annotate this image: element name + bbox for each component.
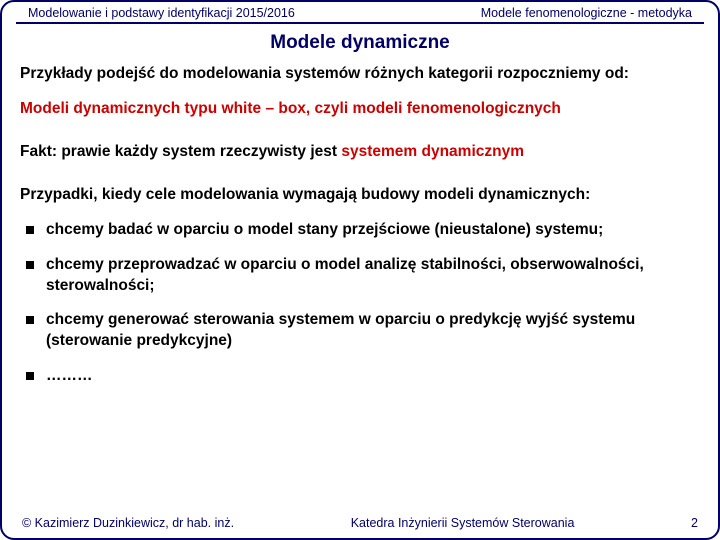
slide-title: Modele dynamiczne <box>2 32 718 54</box>
footer-author: © Kazimierz Duzinkiewicz, dr hab. inż. <box>22 516 234 530</box>
header-row: Modelowanie i podstawy identyfikacji 201… <box>2 2 718 22</box>
footer-row: © Kazimierz Duzinkiewicz, dr hab. inż. K… <box>2 516 718 530</box>
header-divider <box>16 22 704 24</box>
bullet-text: chcemy badać w oparciu o model stany prz… <box>46 221 603 238</box>
header-left: Modelowanie i podstawy identyfikacji 201… <box>28 6 295 20</box>
paragraph-fact: Fakt: prawie każdy system rzeczywisty je… <box>20 142 700 163</box>
bullet-text: chcemy przeprowadzać w oparciu o model a… <box>46 256 644 294</box>
slide-frame: Modelowanie i podstawy identyfikacji 201… <box>0 0 720 540</box>
list-item: chcemy generować sterowania systemem w o… <box>20 310 700 352</box>
paragraph-intro: Przykłady podejść do modelowania systemó… <box>20 64 700 85</box>
footer-department: Katedra Inżynierii Systemów Sterowania <box>351 516 575 530</box>
bullet-text: chcemy generować sterowania systemem w o… <box>46 311 635 349</box>
list-item: ……… <box>20 366 700 387</box>
list-item: chcemy przeprowadzać w oparciu o model a… <box>20 255 700 297</box>
paragraph-whitebox: Modeli dynamicznych typu white – box, cz… <box>20 99 700 120</box>
fact-emph: systemem dynamicznym <box>341 143 524 160</box>
header-right: Modele fenomenologiczne - metodyka <box>481 6 692 20</box>
paragraph-cases: Przypadki, kiedy cele modelowania wymaga… <box>20 185 700 206</box>
list-item: chcemy badać w oparciu o model stany prz… <box>20 220 700 241</box>
page-number: 2 <box>691 516 698 530</box>
content-area: Przykłady podejść do modelowania systemó… <box>2 64 718 387</box>
bullet-text: ……… <box>46 367 93 384</box>
fact-text: Fakt: prawie każdy system rzeczywisty je… <box>20 143 341 160</box>
bullet-list: chcemy badać w oparciu o model stany prz… <box>20 220 700 388</box>
